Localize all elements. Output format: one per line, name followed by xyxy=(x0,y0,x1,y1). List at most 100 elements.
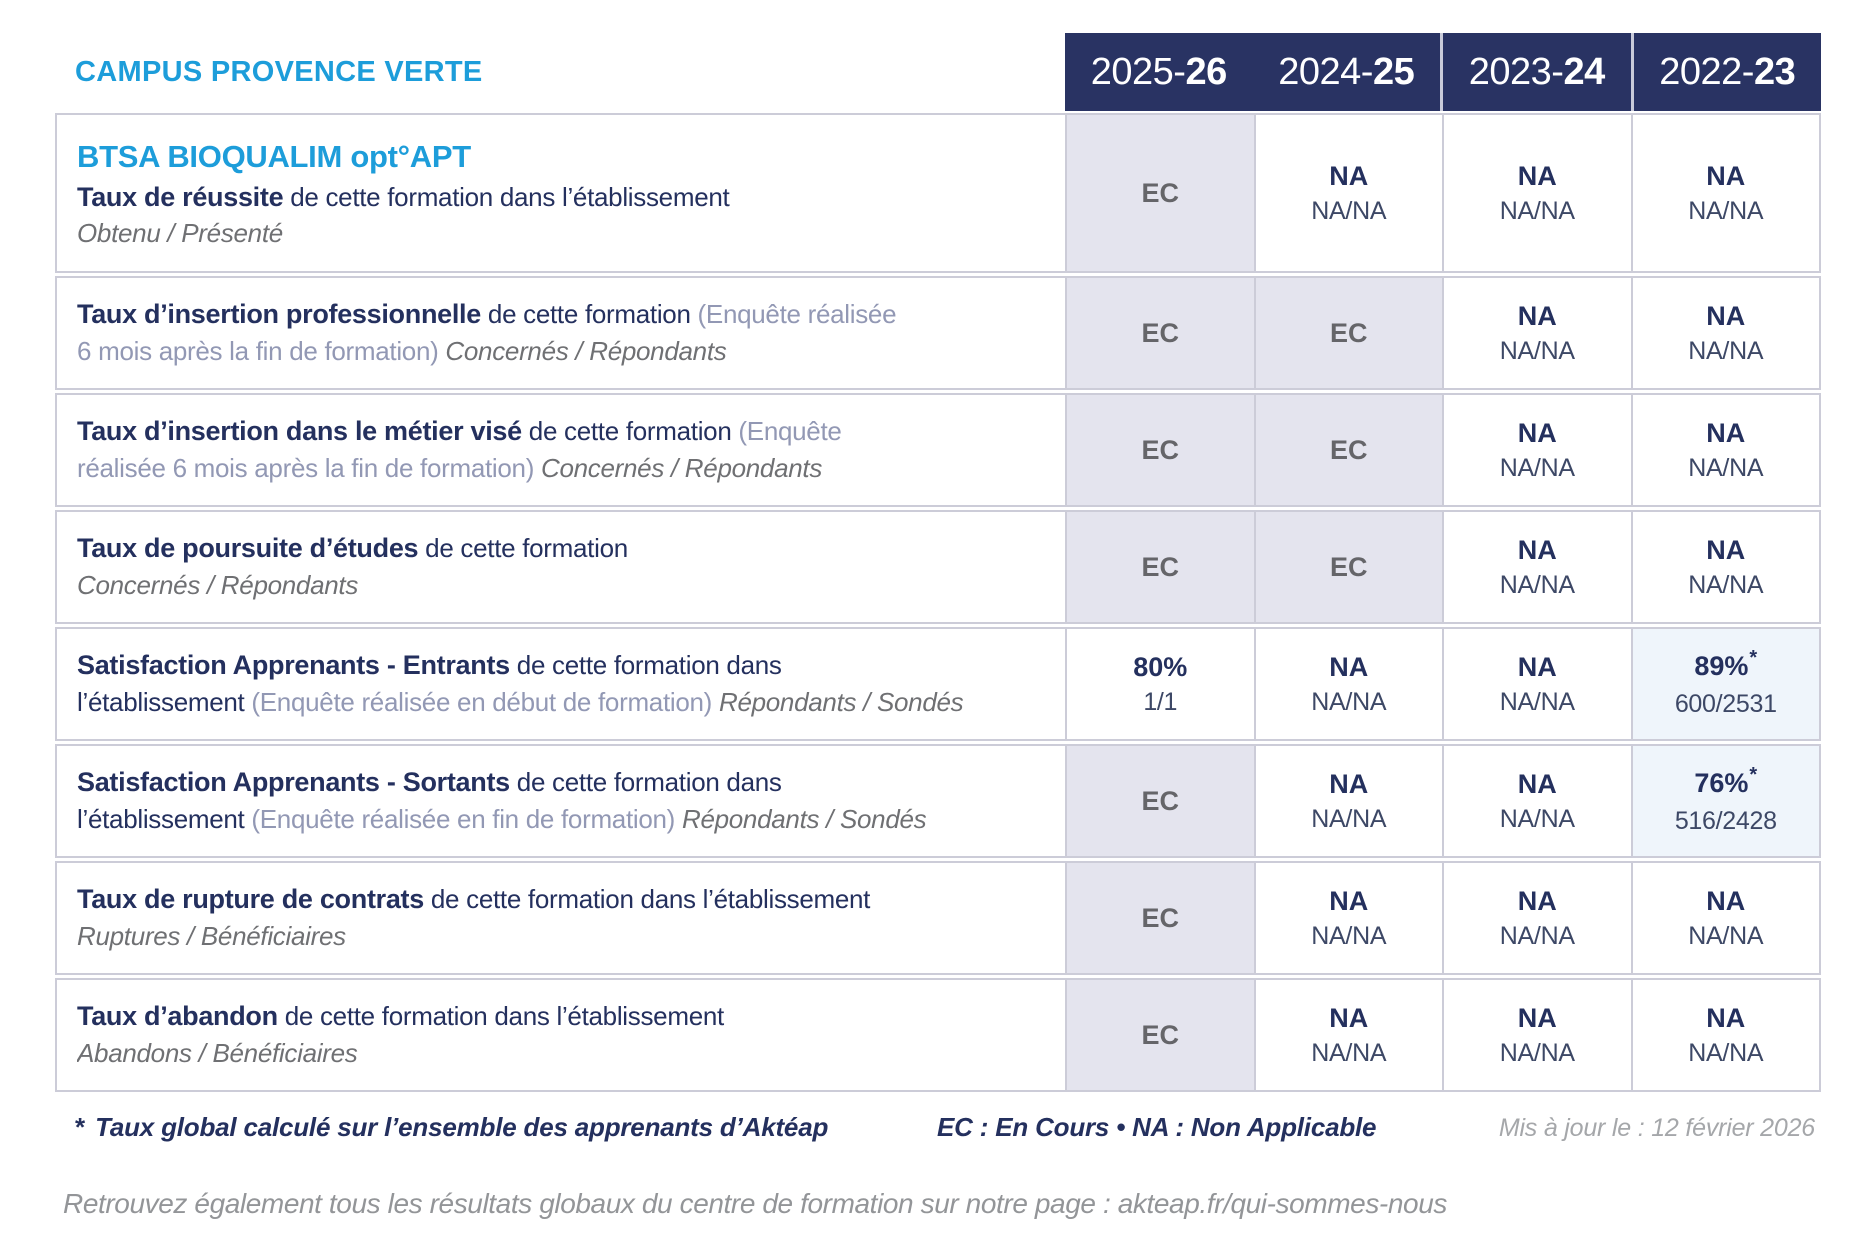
table-row-taux-poursuite-etudes: Taux de poursuite d’études de cette form… xyxy=(55,510,1821,624)
cell-detail: NA/NA xyxy=(1499,337,1575,365)
value-cell: NA NA/NA xyxy=(1630,278,1820,388)
cell-detail: NA/NA xyxy=(1311,1039,1387,1067)
cell-detail: NA/NA xyxy=(1688,197,1764,225)
value-cell: NA NA/NA xyxy=(1442,629,1631,739)
year-header: 2025- 26 2024- 25 2023- 24 2022- 23 xyxy=(1065,33,1821,111)
row-label-line: Taux d’insertion dans le métier visé de … xyxy=(77,416,842,446)
cell-value: NA xyxy=(1517,886,1557,916)
value-cell: 89%* 600/2531 xyxy=(1630,629,1819,739)
last-updated: Mis à jour le : 12 février 2026 xyxy=(1498,1114,1815,1142)
cell-value: NA xyxy=(1517,652,1557,682)
row-label-line: Concernés / Répondants xyxy=(77,570,359,600)
row-label-line: réalisée 6 mois après la fin de formatio… xyxy=(77,453,823,483)
cell-value: NA xyxy=(1517,535,1557,565)
cell-detail: NA/NA xyxy=(1499,1039,1575,1067)
row-label: Satisfaction Apprenants - Sortants de ce… xyxy=(57,746,1065,856)
cell-detail: NA/NA xyxy=(1688,454,1764,482)
bottom-link-note: Retrouvez également tous les résultats g… xyxy=(63,1188,1447,1219)
cell-value: EC xyxy=(1141,318,1179,348)
cell-value: NA xyxy=(1517,301,1557,331)
row-label-line: Taux de poursuite d’études de cette form… xyxy=(77,533,628,563)
value-cell: NA NA/NA xyxy=(1442,746,1631,856)
cell-value: NA xyxy=(1329,161,1369,191)
value-cell: NA NA/NA xyxy=(1630,115,1820,271)
cell-value: NA xyxy=(1706,886,1746,916)
value-cell: NA NA/NA xyxy=(1253,115,1443,271)
footnote-text: Taux global calculé sur l’ensemble des a… xyxy=(95,1112,829,1142)
value-cell: NA NA/NA xyxy=(1442,115,1631,271)
value-cell: 80% 1/1 xyxy=(1065,629,1254,739)
cell-detail: NA/NA xyxy=(1688,571,1764,599)
value-cell: EC xyxy=(1253,395,1442,505)
cell-value: 80% xyxy=(1133,652,1188,682)
row-label-line: Taux de réussite de cette formation dans… xyxy=(77,182,730,212)
value-cell: NA NA/NA xyxy=(1253,863,1443,973)
value-cell: EC xyxy=(1065,746,1254,856)
cell-value: NA xyxy=(1517,769,1557,799)
row-label-line: Abandons / Bénéficiaires xyxy=(77,1038,358,1068)
table-row-taux-abandon: Taux d’abandon de cette formation dans l… xyxy=(55,978,1821,1092)
legend-abbreviations: EC : En Cours • NA : Non Applicable xyxy=(937,1112,1377,1142)
cell-value: NA xyxy=(1517,1003,1557,1033)
value-cell: NA NA/NA xyxy=(1442,512,1631,622)
value-cell: NA NA/NA xyxy=(1442,278,1631,388)
row-label-line: Ruptures / Bénéficiaires xyxy=(77,921,346,951)
cell-value: 76%* xyxy=(1694,763,1758,798)
row-label: Taux d’abandon de cette formation dans l… xyxy=(57,980,1065,1090)
global-rate-asterisk: * xyxy=(1749,763,1758,786)
cell-value: NA xyxy=(1329,652,1369,682)
results-table-body: BTSA BIOQUALIM opt°APT Taux de réussite d… xyxy=(55,113,1821,1095)
row-label: Taux de rupture de contrats de cette for… xyxy=(57,863,1065,973)
cell-detail: 516/2428 xyxy=(1674,806,1777,835)
cell-value: NA xyxy=(1706,535,1746,565)
cell-detail: NA/NA xyxy=(1499,688,1575,716)
cell-detail: 600/2531 xyxy=(1674,689,1777,718)
cell-detail: NA/NA xyxy=(1499,197,1575,225)
cell-value: NA xyxy=(1706,1003,1746,1033)
row-label: Taux d’insertion dans le métier visé de … xyxy=(57,395,1065,505)
value-cell: NA NA/NA xyxy=(1253,629,1443,739)
value-cell: EC xyxy=(1253,512,1442,622)
value-cell: NA NA/NA xyxy=(1253,980,1443,1090)
cell-value: EC xyxy=(1329,552,1368,582)
table-row-satisfaction-apprenants-sortants: Satisfaction Apprenants - Sortants de ce… xyxy=(55,744,1821,858)
row-label-line: l’établissement (Enquête réalisée en fin… xyxy=(77,804,927,834)
cell-value: NA xyxy=(1329,769,1369,799)
year-column-header: 2023- 24 xyxy=(1440,33,1631,111)
cell-detail: NA/NA xyxy=(1688,1039,1764,1067)
cell-detail: NA/NA xyxy=(1499,454,1575,482)
cell-value: EC xyxy=(1329,435,1368,465)
cell-value: 89%* xyxy=(1694,646,1758,681)
value-cell: NA NA/NA xyxy=(1630,512,1820,622)
cell-value: NA xyxy=(1706,161,1746,191)
row-label: Satisfaction Apprenants - Entrants de ce… xyxy=(57,629,1065,739)
value-cell: 76%* 516/2428 xyxy=(1630,746,1819,856)
row-label-line: Taux de rupture de contrats de cette for… xyxy=(77,884,871,914)
global-rate-asterisk: * xyxy=(1749,646,1758,669)
year-column-header: 2025- 26 xyxy=(1090,50,1227,93)
table-row-taux-insertion-professionnelle: Taux d’insertion professionnelle de cett… xyxy=(55,276,1821,390)
row-label: Taux de poursuite d’études de cette form… xyxy=(57,512,1065,622)
table-row-taux-rupture-contrats: Taux de rupture de contrats de cette for… xyxy=(55,861,1821,975)
cell-value: EC xyxy=(1141,435,1179,465)
value-cell: NA NA/NA xyxy=(1630,395,1820,505)
value-cell: NA NA/NA xyxy=(1253,746,1443,856)
cell-value: NA xyxy=(1517,418,1557,448)
cell-detail: NA/NA xyxy=(1311,688,1387,716)
value-cell: EC xyxy=(1065,395,1254,505)
cell-value: NA xyxy=(1706,301,1746,331)
cell-value: EC xyxy=(1329,318,1368,348)
cell-value: EC xyxy=(1141,1020,1179,1050)
value-cell: NA NA/NA xyxy=(1442,980,1631,1090)
row-label-line: Satisfaction Apprenants - Sortants de ce… xyxy=(77,767,782,797)
cell-detail: NA/NA xyxy=(1499,571,1575,599)
cell-value: EC xyxy=(1141,786,1179,816)
value-cell: EC xyxy=(1065,512,1254,622)
cell-detail: NA/NA xyxy=(1311,922,1387,950)
value-cell: NA NA/NA xyxy=(1442,863,1631,973)
table-row-satisfaction-apprenants-entrants: Satisfaction Apprenants - Entrants de ce… xyxy=(55,627,1821,741)
row-label: BTSA BIOQUALIM opt°APT Taux de réussite d… xyxy=(57,115,1065,271)
table-row-taux-insertion-metier-vise: Taux d’insertion dans le métier visé de … xyxy=(55,393,1821,507)
row-label-line: l’établissement (Enquête réalisée en déb… xyxy=(77,687,964,717)
